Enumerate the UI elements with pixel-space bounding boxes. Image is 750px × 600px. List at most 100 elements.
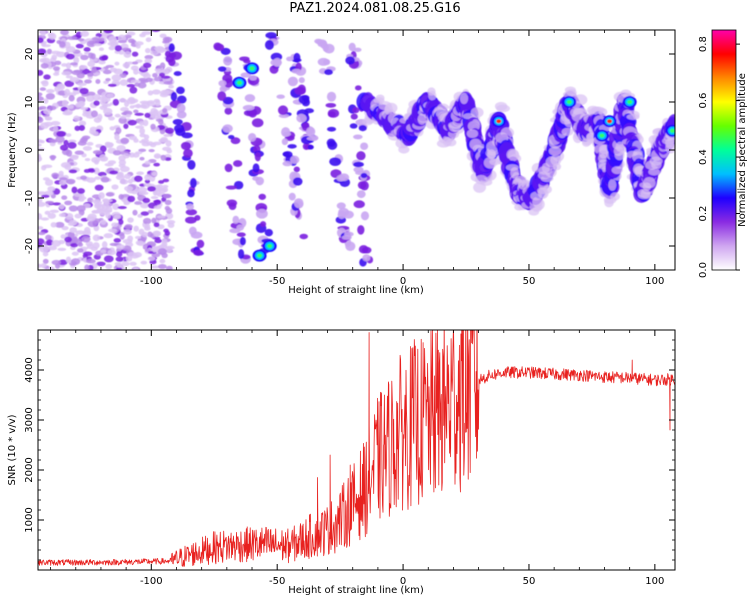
spectrogram-cell — [142, 73, 151, 79]
spectrogram-y-tick-label: 10 — [24, 96, 35, 109]
spectrogram-cell — [107, 83, 117, 87]
spectrogram-cell — [643, 177, 656, 189]
spectrogram-cell — [69, 77, 80, 83]
spectrogram-cell — [51, 239, 61, 247]
spectrogram-cell — [144, 112, 151, 118]
spectrogram-cell — [75, 43, 84, 49]
spectrogram-cell — [139, 127, 146, 135]
spectrogram-cell — [124, 173, 131, 180]
spectrogram-cell — [162, 178, 170, 183]
spectrogram-cell — [43, 98, 49, 104]
spectrogram-cell — [83, 168, 91, 173]
spectrogram-cell — [86, 141, 94, 146]
spectrogram-cell — [80, 137, 89, 142]
spectrogram-cell — [125, 113, 131, 118]
spectrogram-cell — [103, 233, 114, 239]
spectrogram-cell — [105, 263, 113, 270]
spectrogram-cell — [667, 137, 675, 144]
spectrogram-cell — [126, 84, 136, 88]
spectrogram-cell — [287, 76, 299, 87]
spectrogram-cell — [38, 69, 44, 76]
spectrogram-hotspot-peak — [669, 128, 675, 133]
spectrogram-cell — [293, 52, 301, 63]
spectrogram-cell — [100, 219, 107, 225]
spectrogram-cell — [117, 206, 127, 210]
spectrogram-cell — [38, 37, 44, 44]
spectrogram-cell — [116, 251, 123, 258]
spectrogram-cell — [125, 255, 133, 262]
colorbar-tick-label: 0.6 — [698, 93, 709, 109]
spectrogram-cell — [102, 209, 113, 213]
spectrogram-hotspot-peak — [627, 100, 633, 104]
spectrogram-cell — [77, 100, 86, 107]
spectrogram-y-tick-label: -10 — [24, 190, 35, 206]
spectrogram-cell — [98, 55, 108, 61]
spectrogram-cell — [244, 94, 256, 102]
spectrogram-cell — [144, 54, 154, 60]
spectrogram-cell — [43, 108, 52, 115]
spectrogram-cell — [144, 174, 151, 181]
spectrogram-cell — [67, 104, 74, 109]
spectrogram-cell — [70, 258, 81, 266]
spectrogram-cell — [41, 80, 49, 87]
spectrogram-cell — [154, 199, 162, 205]
spectrogram-cell — [109, 126, 116, 131]
spectrogram-cell — [139, 202, 150, 209]
spectrogram-cell — [121, 261, 130, 267]
spectrogram-cell — [329, 157, 342, 167]
spectrogram-cell — [249, 75, 257, 81]
spectrogram-hotspot-peak — [496, 119, 502, 124]
spectrogram-cell — [132, 209, 138, 216]
snr-x-label: Height of straight line (km) — [288, 585, 424, 596]
spectrogram-cell — [164, 205, 171, 211]
spectrogram-cell — [42, 251, 49, 257]
spectrogram-cell — [360, 211, 370, 221]
spectrogram-cell — [220, 47, 231, 55]
spectrogram-cell — [41, 57, 50, 64]
spectrogram-cell — [79, 65, 87, 70]
spectrogram-cell — [73, 115, 80, 122]
spectrogram-cell — [96, 261, 106, 267]
spectrogram-cell — [294, 86, 306, 95]
spectrogram-cell — [86, 40, 96, 48]
spectrogram-cell — [338, 173, 350, 182]
spectrogram-cell — [494, 101, 508, 111]
spectrogram-cell — [470, 107, 484, 118]
spectrogram-cell — [117, 34, 127, 42]
spectrogram-cell — [223, 78, 234, 88]
spectrogram-cell — [67, 36, 78, 41]
spectrogram-cell — [127, 252, 137, 257]
spectrogram-cell — [127, 119, 137, 126]
spectrogram-cell — [60, 144, 69, 151]
spectrogram-cell — [80, 175, 87, 180]
spectrogram-cell — [92, 242, 100, 249]
spectrogram-cell — [115, 174, 125, 181]
spectrogram-cell — [105, 192, 115, 197]
spectrogram-cell — [78, 197, 85, 202]
spectrogram-cell — [140, 260, 148, 265]
spectrogram-cell — [360, 142, 369, 151]
spectrogram-cell — [278, 113, 290, 119]
colorbar-tick-label: 0.0 — [698, 262, 709, 278]
spectrogram-cell — [151, 114, 161, 120]
spectrogram-cell — [134, 201, 143, 205]
spectrogram-cell — [143, 62, 152, 68]
spectrogram-cell — [143, 217, 152, 225]
snr-series-line — [38, 330, 675, 567]
spectrogram-cell — [80, 106, 89, 111]
spectrogram-cell — [264, 228, 273, 237]
spectrogram-cell — [611, 166, 623, 175]
colorbar: 0.0 0.2 0.4 0.6 0.8 Normalized spectral ampl… — [698, 29, 748, 278]
spectrogram-cell — [548, 146, 562, 156]
spectrogram-cell — [298, 95, 310, 105]
spectrogram-cell — [99, 145, 107, 153]
spectrogram-cell — [64, 41, 71, 49]
spectrogram-cell — [134, 82, 141, 87]
spectrogram-cell — [325, 102, 337, 108]
spectrogram-cell — [60, 234, 66, 239]
spectrogram-cell — [86, 177, 96, 183]
spectrogram-cell — [45, 89, 55, 94]
spectrogram-cell — [193, 249, 204, 256]
spectrogram-cell — [68, 139, 77, 144]
spectrogram-cell — [236, 224, 245, 231]
